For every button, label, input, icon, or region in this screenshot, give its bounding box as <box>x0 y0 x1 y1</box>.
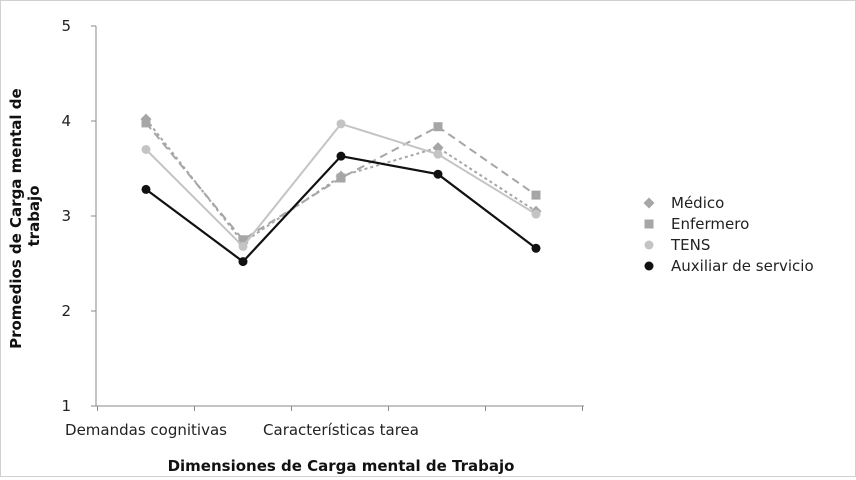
data-point <box>336 173 346 183</box>
data-point <box>238 235 248 245</box>
data-point <box>531 190 541 200</box>
series-line <box>145 122 537 248</box>
y-axis-title-line-2: trabajo <box>25 186 43 247</box>
y-axis-title: Promedios de Carga mental de trabajo <box>7 83 43 349</box>
data-point <box>433 149 443 159</box>
series-2 <box>141 119 541 251</box>
legend-item: Enfermero <box>644 215 749 233</box>
legend-marker <box>644 219 654 229</box>
y-tick-label: 4 <box>61 112 71 130</box>
data-point <box>531 209 541 219</box>
data-point <box>432 142 444 154</box>
legend-marker <box>644 261 654 271</box>
plot-area: 1 2 3 4 5 Demandas cognitivas Características … <box>61 17 584 439</box>
data-point <box>336 151 346 161</box>
legend-item: Médico <box>643 194 724 212</box>
y-tick-label: 3 <box>61 207 71 225</box>
data-point <box>433 169 443 179</box>
x-tick-label: Demandas cognitivas <box>65 421 227 439</box>
series-1 <box>141 118 541 245</box>
legend-label: Auxiliar de servicio <box>671 257 814 275</box>
series-3 <box>141 151 541 267</box>
legend-item: Auxiliar de servicio <box>644 257 814 275</box>
series-line <box>145 118 537 244</box>
y-tick-label: 2 <box>61 302 71 320</box>
data-point <box>141 145 151 154</box>
data-point <box>433 122 443 132</box>
legend-marker <box>644 240 654 250</box>
y-tick-label: 1 <box>61 397 71 415</box>
y-axis-title-line-1: Promedios de Carga mental de <box>7 88 25 349</box>
legend-item: TENS <box>644 236 710 254</box>
y-tick-label: 5 <box>61 17 71 35</box>
legend-label: Médico <box>671 194 724 212</box>
x-tick-label: Características tarea <box>263 421 419 439</box>
legend: Médico Enfermero TENS Auxiliar de servicio <box>643 194 814 275</box>
legend-label: TENS <box>670 236 710 254</box>
data-point <box>141 118 151 128</box>
legend-marker <box>643 197 655 209</box>
data-point <box>531 243 541 253</box>
data-point <box>141 184 151 194</box>
legend-label: Enfermero <box>671 215 749 233</box>
data-point <box>238 257 248 267</box>
data-point <box>336 119 346 129</box>
data-point <box>238 241 248 251</box>
x-axis-title: Dimensiones de Carga mental de Trabajo <box>168 457 515 475</box>
